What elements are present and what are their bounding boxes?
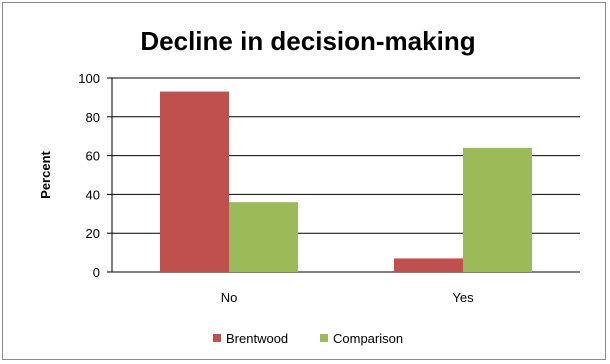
bars [160,91,532,272]
legend: Brentwood Comparison [213,331,403,346]
y-tick-labels: 0 20 40 60 80 100 [78,71,100,280]
y-tick-label: 0 [93,265,100,280]
y-tick-label: 80 [86,110,100,125]
x-tick-label: No [221,290,238,305]
y-tick-label: 20 [86,226,100,241]
y-axis-label: Percent [38,150,53,198]
y-tick-label: 40 [86,187,100,202]
legend-label-comparison: Comparison [333,331,403,346]
bar-comparison-no [229,202,298,272]
bar-brentwood-no [160,91,229,272]
legend-label-brentwood: Brentwood [226,331,288,346]
chart-title: Decline in decision-making [140,26,475,56]
y-tick-label: 100 [78,71,100,86]
x-tick-labels: No Yes [221,290,474,305]
y-tick-label: 60 [86,149,100,164]
x-tick-label: Yes [452,290,474,305]
legend-swatch-brentwood [213,334,221,342]
bar-comparison-yes [463,147,532,272]
bar-brentwood-yes [394,258,463,272]
legend-swatch-comparison [320,334,328,342]
